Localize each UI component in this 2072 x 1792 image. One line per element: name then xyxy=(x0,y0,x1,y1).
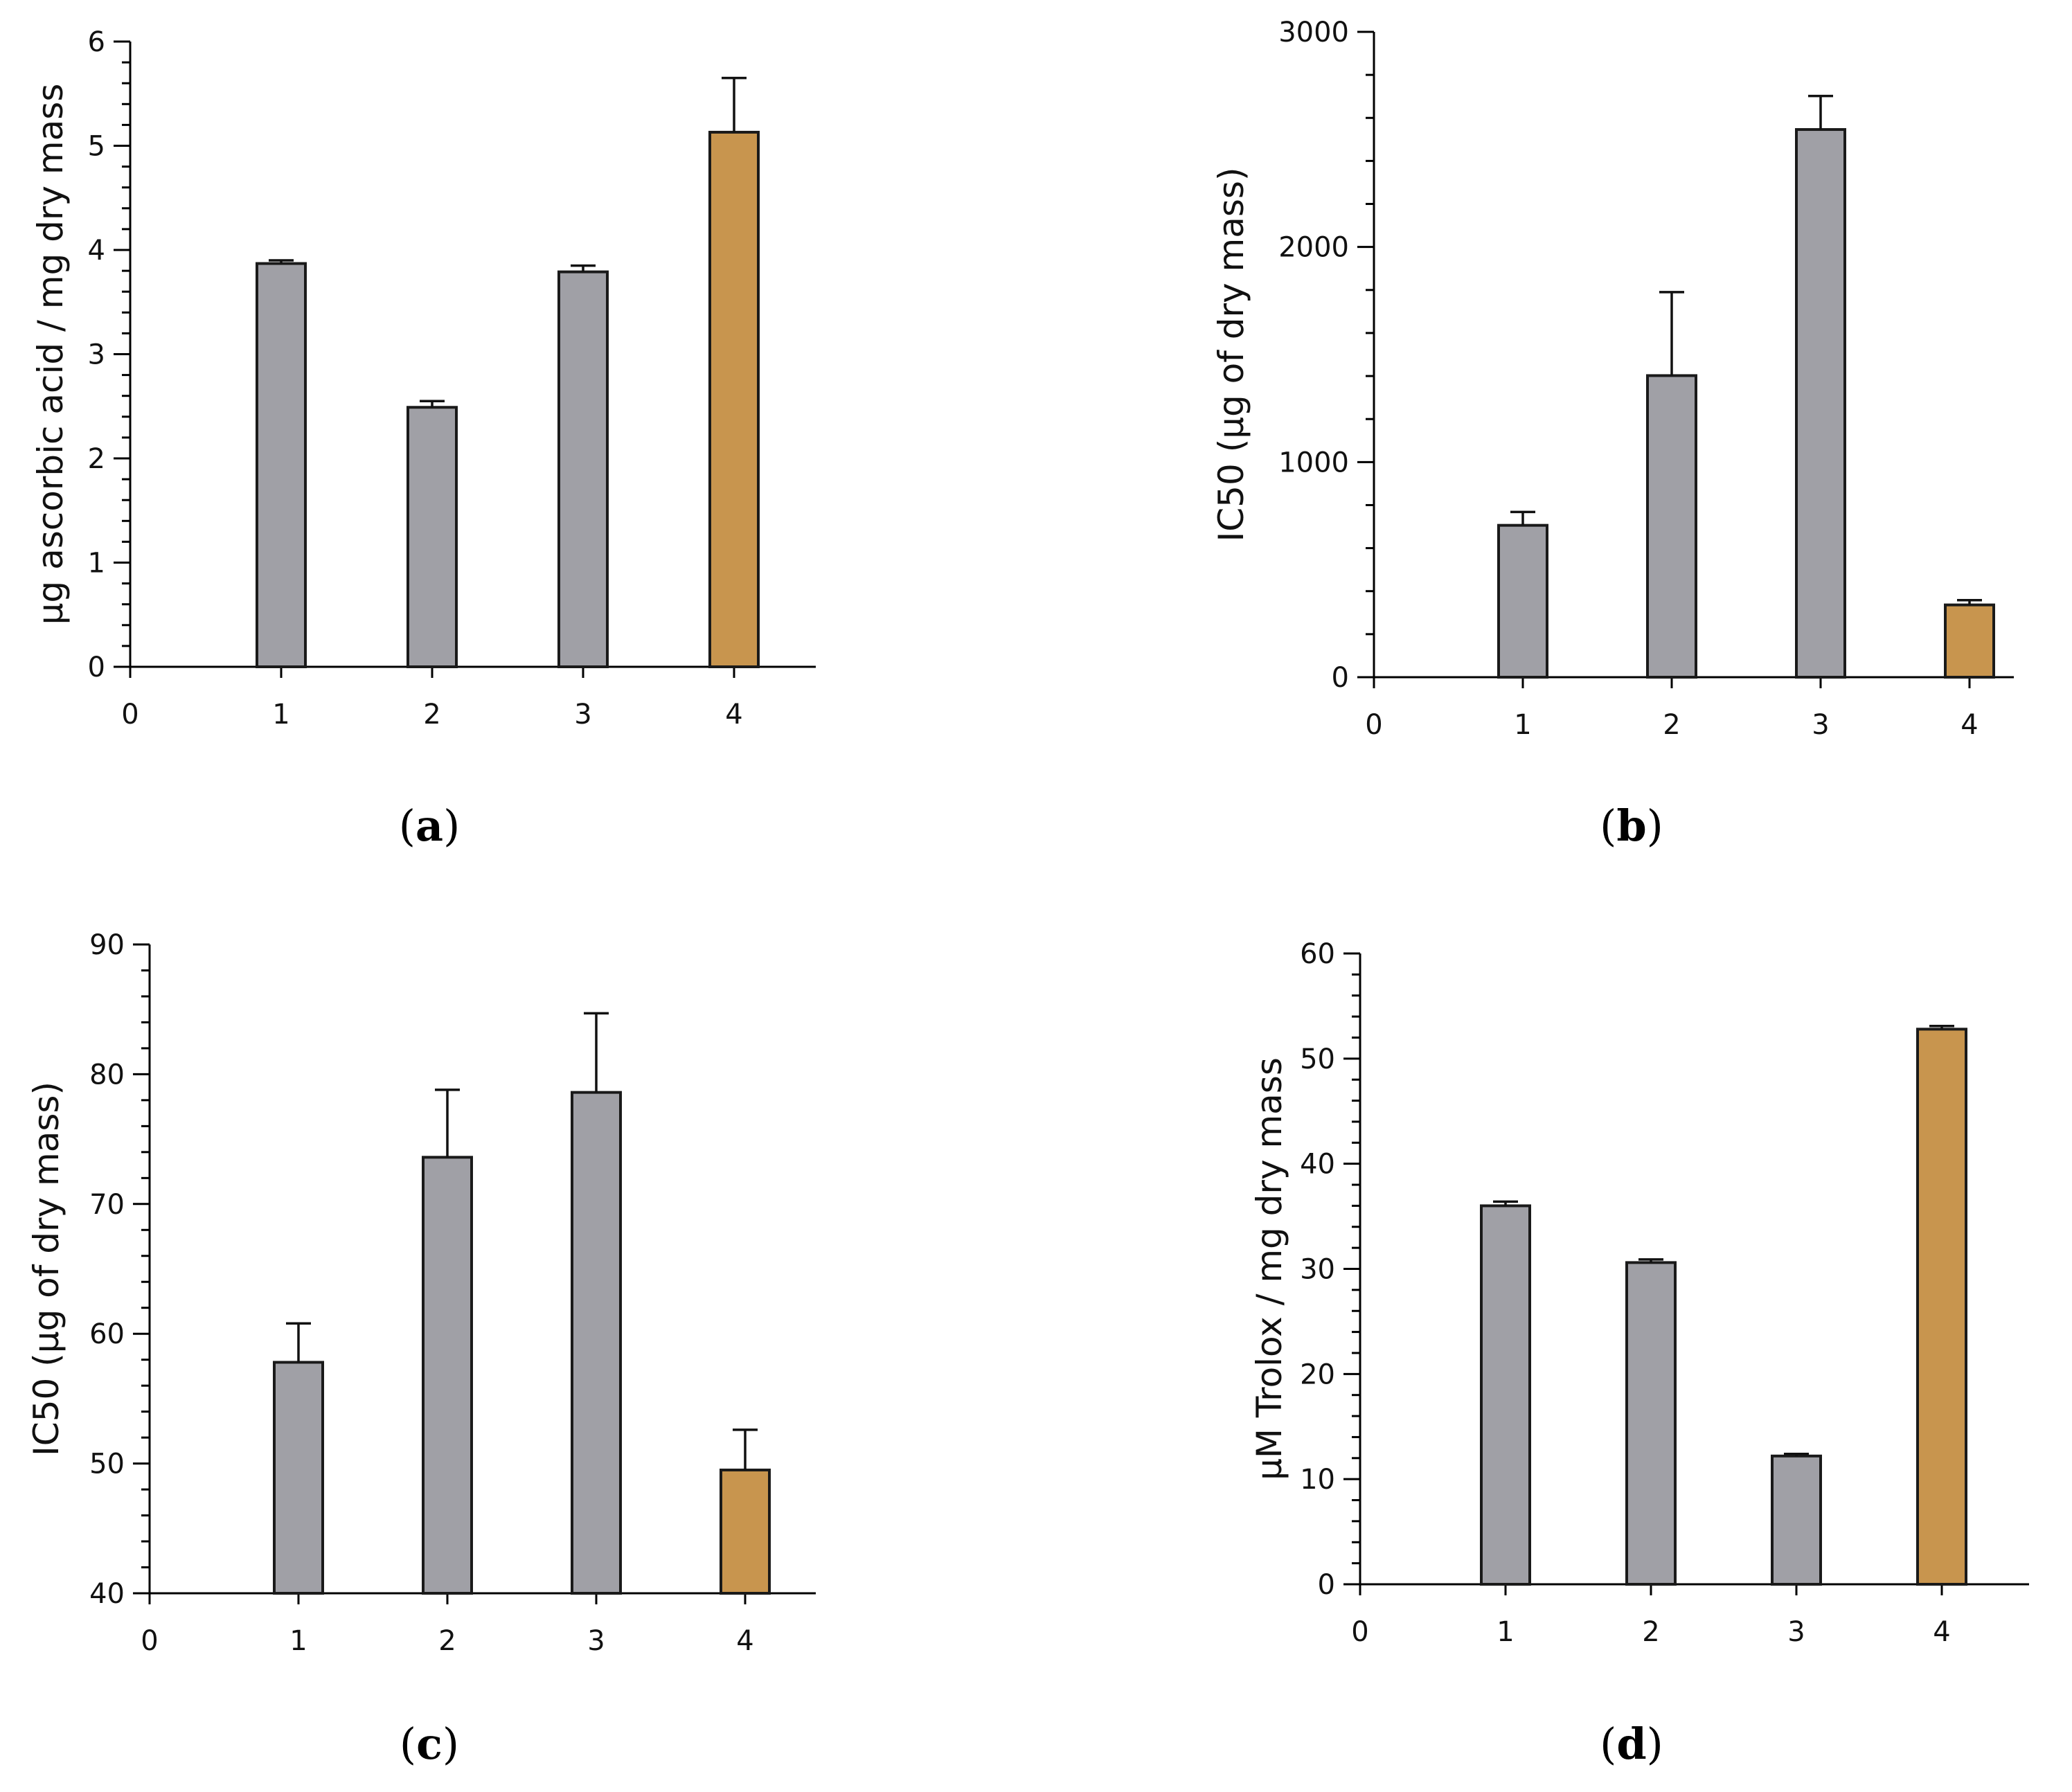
panel-caption: (a) xyxy=(399,800,461,851)
panel-letter: d xyxy=(1616,1719,1646,1769)
panel-caption: (d) xyxy=(1600,1719,1663,1769)
error-bar-2 xyxy=(1638,1258,1663,1263)
x-tick-label: 2 xyxy=(423,699,440,731)
y-tick-label: 0 xyxy=(1332,662,1349,694)
y-tick-label: 10 xyxy=(1300,1464,1335,1496)
error-bar-2 xyxy=(420,400,445,408)
bar-2 xyxy=(1646,374,1697,679)
panel-c: 40 50 60 70 80 90 0 1 2 3 4 IC50 (μg of dry mass) (c… xyxy=(26,929,816,1769)
y-tick-label: 2000 xyxy=(1278,232,1349,264)
panel-b: 0 1000 2000 3000 0 1 2 3 4 IC50 (μg of dry mass) (… xyxy=(1211,17,2014,851)
panel-d: 0 10 20 30 40 50 60 0 1 2 3 4 μM Trolox / mg dry mas… xyxy=(1249,938,2029,1769)
y-tick-label: 4 xyxy=(88,235,105,267)
x-tick-label: 3 xyxy=(1812,709,1829,741)
panel-caption: (c) xyxy=(400,1719,459,1769)
bar-3 xyxy=(1771,1454,1822,1586)
panel-letter: b xyxy=(1616,800,1646,851)
x-tick-label: 4 xyxy=(736,1625,753,1657)
y-tick-label: 60 xyxy=(89,1318,125,1350)
error-bar-4 xyxy=(722,76,747,132)
y-tick-label: 80 xyxy=(89,1059,125,1091)
x-tick-label: 4 xyxy=(725,699,742,731)
y-tick-label: 90 xyxy=(89,929,125,961)
y-tick-label: 60 xyxy=(1300,938,1335,970)
x-tick-label: 2 xyxy=(1642,1616,1659,1648)
x-tick-label: 2 xyxy=(438,1625,456,1657)
error-bar-3 xyxy=(1808,94,1833,130)
bar-1 xyxy=(1480,1204,1531,1586)
bar-4 xyxy=(1916,1028,1967,1586)
y-tick-label: 30 xyxy=(1300,1254,1335,1286)
y-tick-label: 40 xyxy=(1300,1149,1335,1181)
y-tick-label: 3000 xyxy=(1278,17,1349,48)
panel-letter: a xyxy=(416,800,443,851)
x-tick-label: 0 xyxy=(121,699,139,731)
bar-4 xyxy=(720,1468,771,1595)
bar-4 xyxy=(708,130,760,668)
x-tick-label: 1 xyxy=(289,1625,307,1657)
bar-4 xyxy=(1944,603,1995,679)
y-tick-label: 50 xyxy=(89,1449,125,1480)
x-tick-label: 1 xyxy=(1497,1616,1514,1648)
bar-1 xyxy=(1497,523,1548,679)
x-tick-label: 0 xyxy=(1365,709,1382,741)
x-tick-label: 0 xyxy=(1351,1616,1368,1648)
y-tick-label: 1000 xyxy=(1278,447,1349,478)
panel-a: 0 1 2 3 4 5 6 0 1 2 3 4 μg ascorbic acid / mg dry ma… xyxy=(30,26,816,851)
x-tick-label: 4 xyxy=(1933,1616,1950,1648)
panel-caption: (b) xyxy=(1600,800,1663,851)
y-tick-label: 3 xyxy=(88,339,105,371)
bar-3 xyxy=(557,270,609,669)
error-bar-1 xyxy=(1510,510,1535,526)
y-axis-title: IC50 (μg of dry mass) xyxy=(26,1082,66,1456)
x-tick-label: 3 xyxy=(587,1625,605,1657)
y-tick-label: 50 xyxy=(1300,1043,1335,1075)
y-tick-label: 40 xyxy=(89,1578,125,1610)
error-bar-2 xyxy=(1659,291,1684,376)
y-tick-label: 6 xyxy=(88,26,105,58)
error-bar-4 xyxy=(1929,1025,1954,1030)
y-tick-label: 70 xyxy=(89,1189,125,1221)
x-tick-label: 3 xyxy=(1787,1616,1805,1648)
y-tick-label: 20 xyxy=(1300,1359,1335,1390)
error-bar-3 xyxy=(571,264,596,272)
bar-3 xyxy=(1795,128,1846,679)
y-tick-label: 1 xyxy=(88,548,105,580)
bar-2 xyxy=(422,1156,473,1595)
error-bar-4 xyxy=(1957,599,1982,605)
error-bar-1 xyxy=(286,1322,311,1363)
bar-2 xyxy=(1625,1261,1677,1586)
bar-1 xyxy=(256,262,307,668)
bar-2 xyxy=(407,406,458,668)
y-tick-label: 2 xyxy=(88,443,105,475)
y-tick-label: 0 xyxy=(1318,1569,1335,1601)
error-bar-1 xyxy=(269,259,294,264)
error-bar-1 xyxy=(1493,1200,1518,1206)
x-tick-label: 1 xyxy=(272,699,289,731)
error-bar-3 xyxy=(584,1012,609,1093)
x-tick-label: 4 xyxy=(1961,709,1978,741)
panel-letter: c xyxy=(416,1719,443,1769)
x-tick-label: 3 xyxy=(574,699,591,731)
bar-3 xyxy=(571,1091,622,1595)
y-axis-title: μM Trolox / mg dry mass xyxy=(1249,1057,1289,1480)
y-tick-label: 0 xyxy=(88,652,105,683)
y-axis-title: μg ascorbic acid / mg dry mass xyxy=(30,84,71,625)
error-bar-3 xyxy=(1784,1452,1809,1456)
x-tick-label: 1 xyxy=(1514,709,1531,741)
bar-1 xyxy=(273,1361,324,1595)
y-tick-label: 5 xyxy=(88,131,105,163)
x-tick-label: 2 xyxy=(1663,709,1680,741)
x-tick-label: 0 xyxy=(141,1625,158,1657)
y-axis-title: IC50 (μg of dry mass) xyxy=(1211,168,1251,542)
error-bar-2 xyxy=(435,1088,460,1158)
error-bar-4 xyxy=(733,1428,758,1470)
